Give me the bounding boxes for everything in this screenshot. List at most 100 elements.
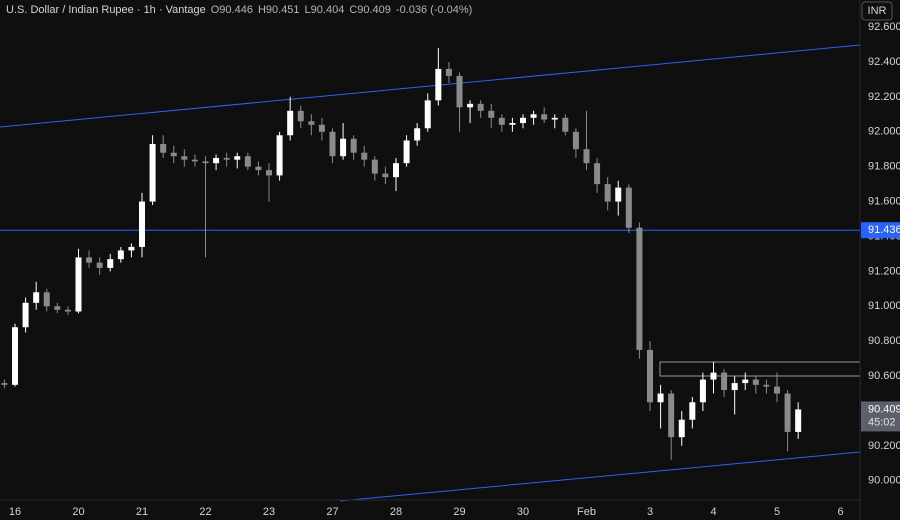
candle-body: [488, 110, 495, 118]
candle-body: [160, 143, 167, 153]
candle-body: [96, 262, 103, 268]
candle-body: [551, 117, 558, 120]
candle-body: [594, 163, 601, 185]
x-tick-label: 4: [710, 506, 716, 518]
x-tick-label: 6: [837, 506, 843, 518]
quote-change: -0.036 (-0.04%): [395, 4, 473, 16]
candle-body: [477, 103, 484, 111]
x-tick-label: 30: [517, 506, 529, 518]
candle-body: [435, 68, 442, 101]
candle-body: [54, 306, 61, 310]
quote-low: L90.404: [304, 4, 345, 16]
x-tick-label: 23: [263, 506, 275, 518]
candle-body: [64, 309, 71, 312]
candle-body: [572, 131, 579, 150]
candle-body: [678, 419, 685, 438]
candle-body: [583, 149, 590, 164]
candle-body: [784, 393, 791, 432]
candle-body: [107, 259, 114, 268]
y-tick-label: 91.800: [868, 161, 900, 173]
candle-body: [149, 143, 156, 202]
y-tick-label: 91.600: [868, 195, 900, 207]
quote-open: O90.446: [210, 4, 253, 16]
quote-close: C90.409: [349, 4, 391, 16]
candle-body: [668, 393, 675, 438]
x-tick-label: 5: [774, 506, 780, 518]
candle-body: [361, 152, 368, 160]
candle-body: [647, 349, 653, 403]
candle-body: [1, 383, 8, 385]
y-tick-label: 91.000: [868, 300, 900, 312]
candle-body: [520, 117, 526, 124]
y-tick-label: 91.200: [868, 265, 900, 277]
candle-body: [213, 157, 220, 164]
x-tick-label: 27: [326, 506, 338, 518]
candle-body: [562, 117, 569, 132]
candle-body: [721, 372, 728, 391]
candle-body: [170, 152, 177, 157]
candle-body: [191, 159, 198, 162]
candle-body: [340, 138, 347, 157]
x-tick-label: 29: [453, 506, 465, 518]
candle-body: [414, 128, 421, 141]
candle-body: [22, 302, 29, 328]
level-tag: [861, 222, 900, 239]
y-tick-label: 92.400: [868, 56, 900, 68]
x-tick-label: 22: [199, 506, 211, 518]
candle-body: [297, 110, 304, 122]
candle-body: [424, 100, 431, 129]
candle-body: [699, 379, 706, 403]
header: U.S. Dollar / Indian Rupee · 1h · Vantag…: [6, 4, 472, 16]
candle-body: [350, 138, 357, 153]
candle-body: [445, 68, 452, 76]
candle-body: [625, 187, 632, 228]
candle-body: [276, 135, 283, 176]
candle-body: [509, 123, 516, 125]
candle-body: [223, 157, 230, 160]
last-price-label: 90.409: [868, 403, 900, 415]
candle-body: [393, 163, 399, 178]
currency-box: [861, 1, 893, 21]
candle-body: [382, 173, 389, 178]
candle-body: [657, 393, 664, 403]
candle-body: [86, 257, 93, 263]
candle-body: [371, 159, 378, 174]
candle-body: [403, 140, 410, 164]
x-tick-label: 3: [647, 506, 653, 518]
candle-body: [255, 166, 262, 171]
quote-high: H90.451: [257, 4, 300, 16]
y-tick-label: 92.000: [868, 126, 900, 138]
trend-line: [339, 451, 861, 502]
candle-body: [742, 379, 749, 384]
candle-body: [139, 201, 145, 247]
candle-body: [202, 161, 209, 164]
candle-body: [795, 409, 802, 432]
x-tick-label: Feb: [577, 506, 596, 518]
countdown: 45:02: [868, 416, 896, 428]
x-tick-label: 16: [9, 506, 21, 518]
candle-body: [75, 257, 82, 312]
currency: INR: [868, 5, 887, 17]
candle-body: [12, 327, 18, 385]
candle-body: [43, 292, 50, 307]
candle-body: [498, 117, 505, 125]
level-tag-label: 91.436: [868, 224, 900, 236]
candle-body: [329, 131, 336, 157]
candle-body: [244, 156, 251, 167]
x-tick-label: 28: [390, 506, 402, 518]
candle-body: [181, 156, 188, 160]
y-tick-label: 90.000: [868, 475, 900, 487]
candle-body: [530, 114, 537, 118]
last-price-tag: [861, 401, 900, 432]
candle-body: [234, 156, 241, 160]
x-tick-label: 20: [72, 506, 84, 518]
candle-body: [615, 187, 622, 202]
candle-body: [689, 402, 696, 420]
candle-body: [33, 292, 40, 303]
candle-body: [117, 250, 124, 260]
candle-body: [636, 227, 643, 350]
y-tick-label: 90.600: [868, 370, 900, 382]
candle-body: [710, 372, 717, 380]
candle-body: [128, 246, 135, 251]
